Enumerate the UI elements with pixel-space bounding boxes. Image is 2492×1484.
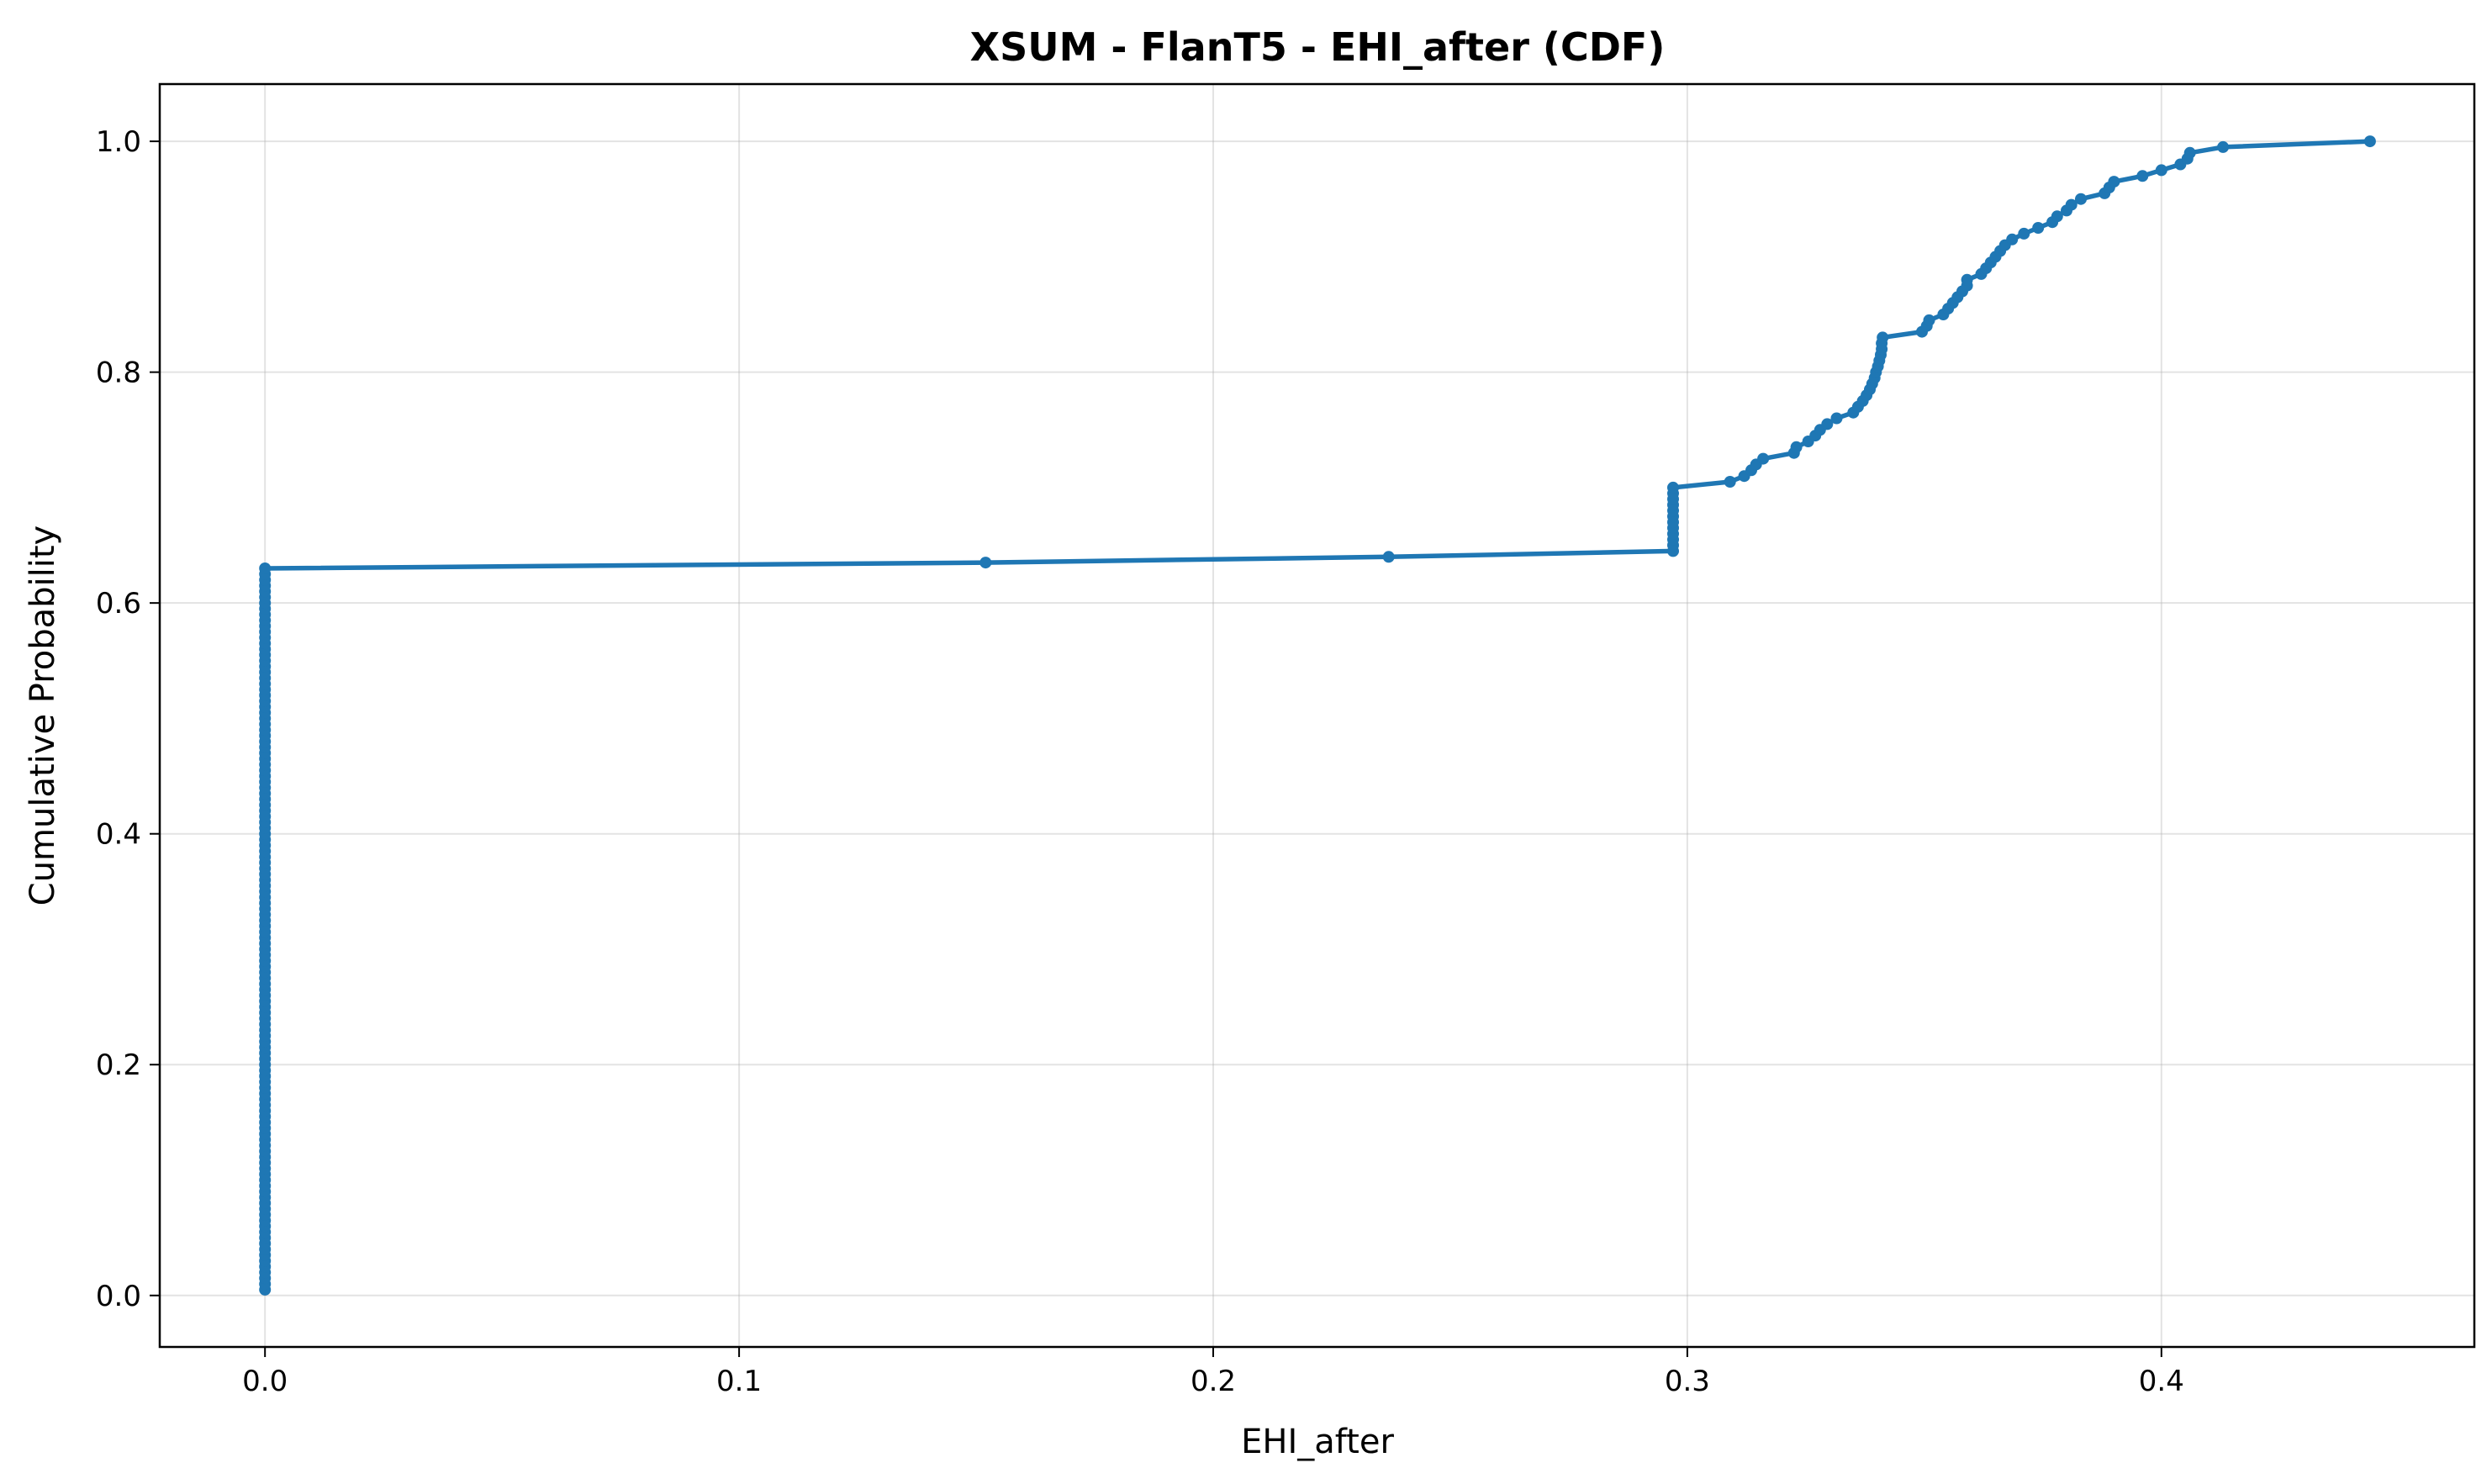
cdf-data-point <box>2032 222 2045 234</box>
cdf-data-point <box>2217 140 2230 153</box>
y-axis-label: Cumulative Probability <box>24 525 62 906</box>
x-tick-label: 0.2 <box>1191 1365 1236 1398</box>
plot-frame <box>158 82 2476 1349</box>
y-tick-label: 0.8 <box>96 356 141 390</box>
y-tick-label: 0.6 <box>96 587 141 621</box>
cdf-data-point <box>2065 198 2078 211</box>
grid <box>160 84 2474 1347</box>
y-tick-label: 0.2 <box>96 1048 141 1082</box>
y-tick-label: 1.0 <box>96 125 141 159</box>
cdf-data-point <box>2006 233 2019 246</box>
chart-title: XSUM - FlanT5 - EHI_after (CDF) <box>970 24 1666 70</box>
cdf-data-point <box>1961 273 1973 286</box>
cdf-data-point <box>1877 331 1889 344</box>
cdf-data-point <box>1382 551 1395 563</box>
cdf-data-point <box>2363 135 2376 148</box>
cdf-data-point <box>1830 412 1843 425</box>
cdf-data-point <box>1724 476 1736 488</box>
cdf-data-point <box>2018 227 2030 240</box>
cdf-data-point <box>2051 210 2063 223</box>
cdf-data-point <box>2136 170 2149 182</box>
cdf-data-point <box>979 557 992 569</box>
cdf-data-point <box>1757 452 1770 465</box>
cdf-data-point <box>1790 441 1803 453</box>
cdf-data-point <box>2155 164 2167 177</box>
y-tick-label: 0.0 <box>96 1280 141 1313</box>
series-layer <box>259 135 2376 1296</box>
cdf-data-point <box>2183 146 2196 159</box>
cdf-data-point <box>1923 314 1935 326</box>
x-tick-label: 0.1 <box>716 1365 762 1398</box>
axis-ticks: 0.0 0.1 0.2 0.3 0.4 0.0 0.2 0.4 0.6 0.8 1.0 <box>96 125 2184 1398</box>
y-tick-label: 0.4 <box>96 818 141 852</box>
cdf-data-point <box>1667 481 1679 494</box>
cdf-data-point <box>2075 193 2087 205</box>
x-tick-label: 0.3 <box>1665 1365 1710 1398</box>
x-axis-label: EHI_after <box>1241 1423 1394 1461</box>
cdf-data-point <box>2108 176 2120 188</box>
cdf-data-point <box>259 562 272 574</box>
x-tick-label: 0.0 <box>242 1365 288 1398</box>
x-tick-label: 0.4 <box>2139 1365 2184 1398</box>
cdf-data-point <box>1821 418 1834 430</box>
